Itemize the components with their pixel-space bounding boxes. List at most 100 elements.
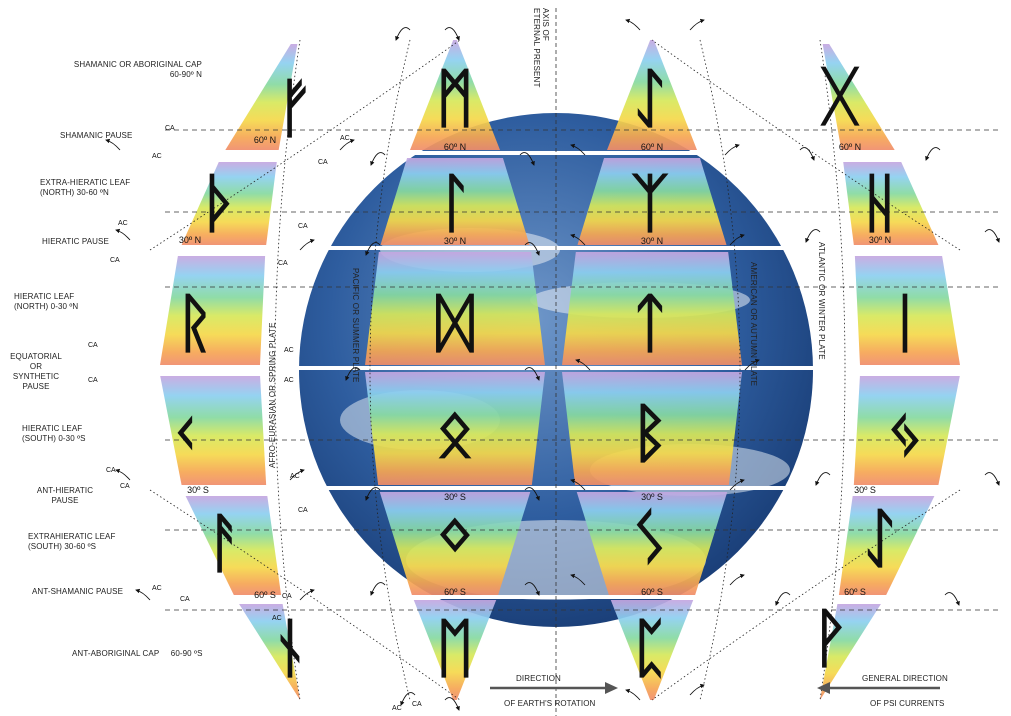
rune-hagalaz: ᚺ (861, 167, 899, 241)
rune-laguz-inverted: ᛇ (631, 62, 669, 136)
rune-laguz: ᛚ (436, 167, 474, 241)
current-label-8: CA (88, 342, 98, 349)
psi-currents-label-top: GENERAL DIRECTION (862, 674, 948, 684)
rune-raido: ᚱ (176, 287, 214, 361)
current-label-15: CA (298, 507, 308, 514)
rune-eihwaz: ᛇ (861, 502, 899, 576)
current-label-4: AC (118, 220, 128, 227)
current-arrow-16 (806, 230, 820, 242)
current-arrow-17 (985, 230, 999, 242)
current-arrow-10 (106, 140, 120, 150)
latitude-label-9: 30º S (641, 492, 663, 502)
latitude-label-5: 30º N (641, 236, 663, 246)
current-label-1: AC (152, 153, 162, 160)
rune-gebo: ᚷ (820, 60, 860, 134)
latitude-label-11: 30º S (187, 485, 209, 495)
rune-algiz: ᛉ (631, 167, 669, 241)
current-label-6: CA (298, 223, 308, 230)
current-arrow-1 (445, 28, 459, 40)
label-hieratic-south: HIERATIC LEAF (SOUTH) 0-30 ºS (22, 424, 86, 444)
latitude-label-15: 60º S (254, 590, 276, 600)
label-ant-aboriginal-cap: ANT-ABORIGINAL CAP 60-90 ºS (72, 649, 203, 659)
label-shamanic-pause: SHAMANIC PAUSE (60, 131, 132, 141)
latitude-label-6: 30º N (869, 235, 891, 245)
latitude-label-10: 30º S (854, 485, 876, 495)
summer-plate-label: PACIFIC OR SUMMER PLATE (351, 268, 360, 383)
current-label-10: AC (284, 347, 294, 354)
current-arrow-35 (730, 575, 744, 585)
rune-perthro: ᛈ (631, 612, 669, 686)
current-label-13: CA (120, 483, 130, 490)
label-extra-hieratic-north: EXTRA-HIERATIC LEAF (NORTH) 30-60 ºN (40, 178, 130, 198)
latitude-label-0: 60º N (444, 142, 466, 152)
latitude-label-14: 60º S (844, 587, 866, 597)
latitude-label-4: 30º N (444, 236, 466, 246)
label-extrahieratic-south: EXTRAHIERATIC LEAF (SOUTH) 30-60 ºS (28, 532, 115, 552)
current-arrow-29 (985, 473, 999, 485)
label-shamanic-cap: SHAMANIC OR ABORIGINAL CAP 60-90º N (34, 60, 202, 80)
current-label-9: CA (88, 377, 98, 384)
rune-dagaz: ᛞ (436, 287, 475, 361)
current-label-0: CA (165, 125, 175, 132)
rune-wunjo: ᚹ (811, 602, 849, 676)
current-arrow-30 (116, 470, 130, 480)
rune-fehu: ᚠ (276, 72, 314, 146)
current-arrow-38 (136, 590, 150, 600)
current-label-19: AC (272, 615, 282, 622)
current-label-17: CA (180, 596, 190, 603)
current-label-16: AC (152, 585, 162, 592)
earth-rotation-label-top: DIRECTION (516, 674, 561, 684)
current-label-2: AC (340, 135, 350, 142)
current-label-14: AC (290, 473, 300, 480)
rune-ansuz: ᚨ (206, 507, 244, 581)
winter-plate-label: ATLANTIC OR WINTER PLATE (817, 242, 826, 360)
axis-label: AXIS OF ETERNAL PRESENT (532, 8, 550, 88)
current-arrow-42 (626, 690, 640, 700)
latitude-label-7: 30º N (179, 235, 201, 245)
latitude-label-12: 60º S (444, 587, 466, 597)
label-ant-shamanic-pause: ANT-SHAMANIC PAUSE (32, 587, 123, 597)
current-label-3: CA (318, 159, 328, 166)
current-arrow-28 (816, 473, 830, 485)
latitude-label-1: 60º N (641, 142, 663, 152)
current-label-21: CA (412, 701, 422, 708)
rune-isa: ᛁ (886, 287, 924, 361)
current-label-5: CA (110, 257, 120, 264)
current-arrow-43 (690, 685, 704, 695)
latitude-label-2: 60º N (839, 142, 861, 152)
latitude-label-8: 30º S (444, 492, 466, 502)
latitude-label-13: 60º S (641, 587, 663, 597)
latitude-label-3: 60º N (254, 135, 276, 145)
psi-currents-label-bottom: OF PSI CURRENTS (870, 699, 944, 709)
rune-tiwaz: ᛏ (631, 287, 669, 361)
current-label-7: CA (278, 260, 288, 267)
spring-plate-label: AFRO-EURASIAN OR SPRING PLATE (268, 322, 277, 468)
earth-rotation-label-bottom: OF EARTH'S ROTATION (504, 699, 595, 709)
rune-jera: ᛃ (886, 397, 924, 471)
rune-ingwaz: ᛜ (436, 502, 474, 576)
current-label-20: AC (392, 705, 402, 712)
label-hieratic-north: HIERATIC LEAF (NORTH) 0-30 ºN (14, 292, 78, 312)
current-label-12: CA (106, 467, 116, 474)
label-equatorial-pause: EQUATORIAL OR SYNTHETIC PAUSE (6, 352, 66, 392)
current-arrow-3 (690, 20, 704, 30)
current-label-18: CA (282, 593, 292, 600)
rune-othala: ᛟ (436, 397, 474, 471)
earth-rotation-arrowhead (605, 682, 618, 694)
label-ant-hieratic-pause: ANT-HIERATIC PAUSE (30, 486, 100, 506)
rune-berkano: ᛒ (631, 397, 669, 471)
rune-sowilo: ᛊ (631, 502, 669, 576)
rune-mannaz: ᛗ (436, 62, 474, 136)
rune-thurisaz: ᚦ (201, 167, 239, 241)
current-label-11: AC (284, 377, 294, 384)
current-arrow-2 (626, 20, 640, 30)
current-arrow-32 (371, 583, 385, 595)
current-arrow-18 (116, 230, 130, 240)
label-hieratic-pause: HIERATIC PAUSE (42, 237, 109, 247)
current-arrow-0 (396, 28, 410, 40)
autumn-plate-label: AMERICAN OR AUTUMN PLATE (749, 262, 758, 386)
rune-naudiz: ᚾ (271, 612, 309, 686)
rune-ehwaz: ᛖ (436, 612, 474, 686)
